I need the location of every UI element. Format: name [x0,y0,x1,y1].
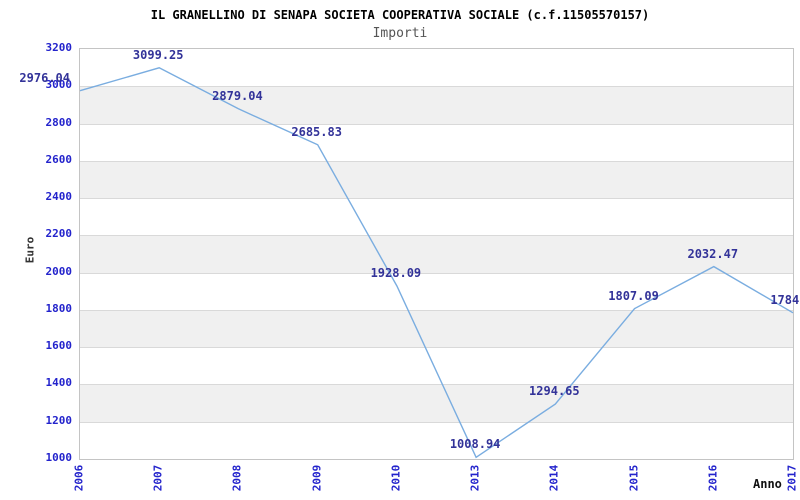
grid-band [80,421,793,459]
gridline [80,421,793,423]
y-tick-label: 2200 [45,227,73,241]
x-tick-label: 2015 [627,464,641,492]
data-point-label: 1928.09 [370,266,422,281]
x-axis-title: Anno [753,477,782,491]
gridline [80,123,793,125]
x-tick-label: 2017 [785,464,799,492]
grid-band [80,272,793,310]
y-tick-label: 3200 [45,41,73,54]
x-tick-label: 2010 [389,464,403,492]
data-point-label: 2976.04 [19,70,70,85]
data-point-label: 1807.09 [608,288,659,303]
series-polyline [79,67,794,459]
grid-band [80,384,793,422]
gridline [80,272,793,274]
y-tick-label: 1800 [45,301,73,315]
chart-subtitle: Importi [372,26,428,41]
y-tick-label: 2400 [45,190,73,204]
data-point-label: 2685.83 [291,124,342,139]
y-tick-label: 2600 [45,152,73,166]
data-point-label: 2879.04 [212,88,263,103]
gridline [80,309,793,311]
grid-band [80,235,793,273]
x-tick-label: 2008 [230,464,244,492]
x-tick-label: 2014 [547,464,561,492]
grid-band [80,123,793,161]
x-tick-label: 2009 [310,464,324,492]
grid-band [80,347,793,385]
y-tick-label: 1600 [45,339,73,353]
x-tick-label: 2006 [72,464,86,492]
y-tick-label: 2000 [45,264,73,278]
gridline [80,160,793,162]
plot-area [79,48,794,460]
grid-band [80,160,793,199]
data-point-label: 1294.65 [529,384,580,399]
data-point-label: 1008.94 [449,437,501,452]
y-axis-title: Euro [23,236,37,264]
gridline [80,198,793,200]
grid-band [80,309,793,348]
line-series [79,67,794,459]
gridline [80,347,793,349]
x-tick-label: 2007 [151,464,165,492]
gridline [80,235,793,237]
y-tick-label: 1000 [45,451,73,464]
data-point-label: 2032.47 [687,246,739,261]
x-tick-label: 2016 [706,464,720,492]
x-tick-label: 2013 [468,464,482,492]
y-tick-label: 2800 [45,115,73,129]
gridline [80,86,793,88]
y-tick-label: 1400 [45,376,73,390]
data-point-label: 3099.25 [132,47,184,62]
y-tick-label: 3000 [45,78,73,92]
grid-band [80,49,793,87]
grid-band [80,198,793,236]
chart-title: IL GRANELLINO DI SENAPA SOCIETA COOPERAT… [150,8,650,22]
y-tick-label: 1200 [45,413,73,427]
gridline [80,384,793,386]
grid-band [80,86,793,124]
data-point-label: 1784.6 [770,292,800,307]
